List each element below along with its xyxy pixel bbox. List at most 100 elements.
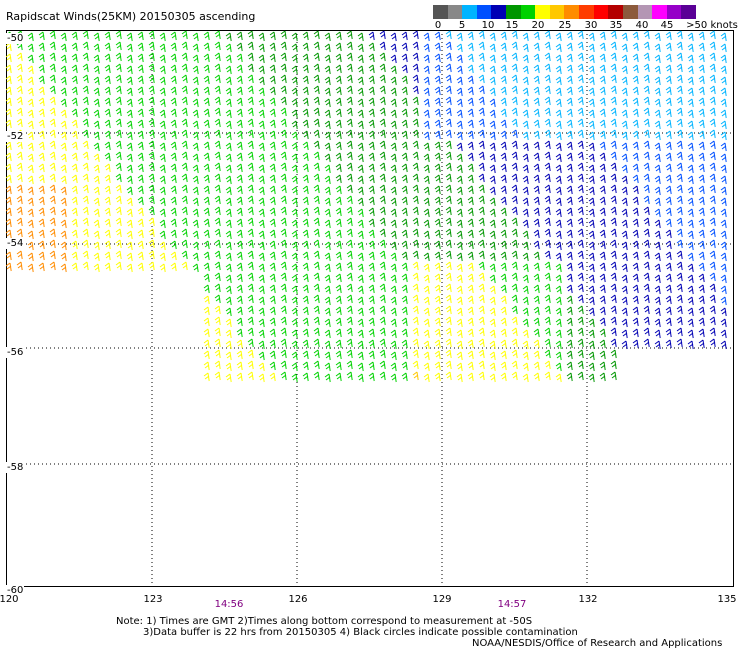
wind-barb (225, 351, 232, 361)
wind-barb (302, 119, 309, 129)
wind-barb (104, 196, 111, 206)
wind-barb (357, 362, 364, 372)
wind-barb (324, 153, 331, 163)
wind-barb (60, 65, 67, 75)
wind-barb (456, 230, 463, 240)
wind-barb (269, 317, 276, 327)
wind-barb (379, 52, 386, 62)
wind-barb (379, 261, 386, 271)
wind-barb (687, 307, 694, 317)
wind-barb (181, 206, 188, 216)
wind-barb (126, 175, 133, 185)
wind-barb (390, 87, 397, 97)
wind-barb (346, 371, 353, 381)
wind-barb (456, 76, 463, 86)
wind-barb (588, 153, 595, 163)
wind-barb (544, 162, 551, 172)
wind-barb (456, 197, 463, 207)
wind-barb (247, 283, 254, 293)
wind-barb (720, 87, 727, 97)
wind-barb (511, 162, 518, 172)
wind-barb (489, 109, 496, 119)
wind-barb (192, 76, 199, 86)
wind-barb (566, 196, 573, 206)
wind-barb (203, 108, 210, 118)
wind-barb (247, 206, 254, 216)
wind-barb (489, 285, 496, 295)
wind-barb (104, 229, 111, 239)
wind-barb (71, 240, 78, 250)
wind-barb (269, 31, 276, 41)
wind-barb (137, 152, 144, 162)
wind-barb (456, 285, 463, 295)
wind-barb (698, 218, 705, 228)
wind-barb (104, 251, 111, 261)
wind-barb (60, 219, 67, 229)
wind-barb (71, 53, 78, 63)
wind-barb (621, 230, 628, 240)
wind-barb (214, 349, 221, 359)
wind-barb (258, 274, 265, 284)
wind-barb (676, 74, 683, 84)
wind-barb (203, 328, 210, 338)
wind-barb (137, 108, 144, 118)
wind-barb (357, 263, 364, 273)
wind-barb (38, 229, 45, 239)
wind-barb (720, 263, 727, 273)
wind-barb (71, 97, 78, 107)
legend-tick-label: 30 (584, 20, 598, 31)
wind-barb (357, 241, 364, 251)
wind-barb (588, 87, 595, 97)
wind-barb (643, 239, 650, 249)
wind-barb (137, 31, 144, 41)
wind-barb (247, 162, 254, 172)
wind-barb (709, 173, 716, 183)
wind-barb (698, 251, 705, 261)
wind-barb (104, 130, 111, 140)
wind-barb (115, 173, 122, 183)
wind-barb (390, 362, 397, 372)
wind-barb (489, 153, 496, 163)
wind-barb (412, 360, 419, 370)
wind-barb (544, 30, 551, 40)
wind-barb (225, 186, 232, 196)
wind-barb (247, 228, 254, 238)
wind-barb (577, 261, 584, 271)
wind-barb (654, 252, 661, 262)
wind-barb (577, 371, 584, 381)
wind-barb (456, 54, 463, 64)
wind-barb (181, 217, 188, 227)
wind-barb (500, 306, 507, 316)
wind-barb (709, 261, 716, 271)
wind-barb (467, 174, 474, 184)
wind-barb (159, 219, 166, 229)
wind-barb (379, 316, 386, 326)
wind-barb (665, 53, 672, 63)
wind-barb (676, 338, 683, 348)
longitude-label: 135 (717, 594, 737, 605)
wind-barb (302, 218, 309, 228)
wind-barb (720, 164, 727, 174)
wind-barb (159, 263, 166, 273)
wind-barb (126, 153, 133, 163)
wind-barb (115, 63, 122, 73)
wind-barb (390, 263, 397, 273)
wind-barb (500, 240, 507, 250)
wind-barb (445, 239, 452, 249)
wind-barb (6, 53, 12, 63)
wind-barb (412, 371, 419, 381)
wind-barb (390, 65, 397, 75)
wind-barb (511, 30, 518, 40)
wind-barb (126, 98, 133, 108)
wind-barb (500, 317, 507, 327)
wind-barb (412, 228, 419, 238)
wind-barb (346, 338, 353, 348)
wind-barb (203, 218, 210, 228)
wind-barb (445, 30, 452, 40)
wind-barb (434, 284, 441, 294)
wind-barb (324, 241, 331, 251)
wind-barb (698, 174, 705, 184)
wind-barb (291, 32, 298, 42)
wind-barb (621, 109, 628, 119)
wind-barb (566, 75, 573, 85)
